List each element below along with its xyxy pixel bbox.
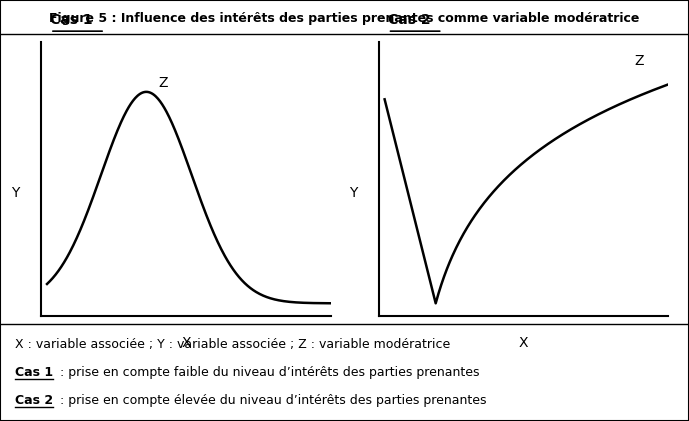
Text: : prise en compte élevée du niveau d’intérêts des parties prenantes: : prise en compte élevée du niveau d’int… [56,394,486,408]
Text: Cas 2: Cas 2 [15,394,53,408]
Text: Z: Z [158,76,167,90]
Text: Figure 5 : Influence des intérêts des parties prenantes comme variable modératri: Figure 5 : Influence des intérêts des pa… [50,12,639,25]
Text: : prise en compte faible du niveau d’intérêts des parties prenantes: : prise en compte faible du niveau d’int… [56,366,479,379]
Text: Cas 1: Cas 1 [15,366,53,379]
Text: X : variable associée ; Y : variable associée ; Z : variable modératrice: X : variable associée ; Y : variable ass… [15,338,450,351]
Text: Cas 2: Cas 2 [388,13,430,27]
Text: Z: Z [635,54,644,68]
Text: X: X [519,336,528,350]
Text: X: X [181,336,191,350]
Text: Y: Y [11,186,19,200]
Text: Y: Y [349,186,357,200]
Text: Cas 1: Cas 1 [50,13,92,27]
